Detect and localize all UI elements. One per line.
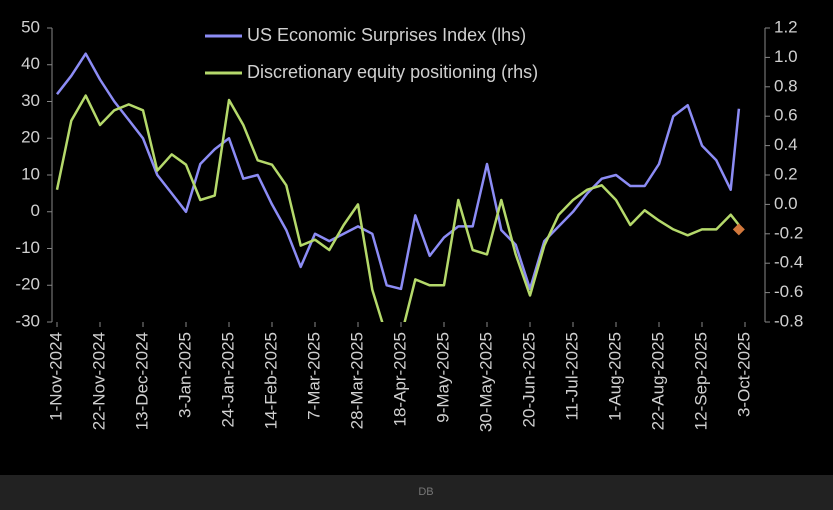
x-tick-label: 1-Aug-2025: [605, 332, 624, 421]
y-tick-label: 50: [21, 17, 40, 36]
y2-tick-label: 0.8: [774, 76, 798, 95]
y2-tick-label: 1.2: [774, 17, 798, 36]
x-tick-label: 13-Dec-2024: [132, 332, 151, 430]
x-tick-label: 12-Sep-2025: [691, 332, 710, 430]
y2-tick-label: 0.2: [774, 164, 798, 183]
latest-marker: [732, 223, 745, 236]
x-tick-label: 1-Nov-2024: [46, 332, 65, 421]
y2-tick-label: -0.6: [774, 282, 803, 301]
y-tick-label: -10: [15, 238, 40, 257]
y2-tick-label: 0.4: [774, 135, 798, 154]
y-tick-label: -20: [15, 275, 40, 294]
y2-tick-label: 0.0: [774, 194, 798, 213]
x-tick-label: 22-Aug-2025: [648, 332, 667, 430]
x-tick-label: 14-Feb-2025: [261, 332, 280, 429]
x-tick-label: 22-Nov-2024: [89, 332, 108, 430]
x-tick-label: 7-Mar-2025: [304, 332, 323, 420]
x-tick-label: 18-Apr-2025: [390, 332, 409, 427]
series-line: [55, 94, 740, 322]
footer: [0, 475, 833, 510]
x-tick-label: 24-Jan-2025: [218, 332, 237, 427]
y-tick-label: 20: [21, 128, 40, 147]
x-tick-label: 3-Oct-2025: [734, 332, 753, 417]
y2-tick-label: -0.4: [774, 253, 803, 272]
legend-label: US Economic Surprises Index (lhs): [247, 25, 526, 45]
source: DB: [418, 486, 433, 498]
y-tick-label: -30: [15, 311, 40, 330]
y-tick-label: 30: [21, 91, 40, 110]
y-tick-label: 0: [31, 201, 40, 220]
y-tick-label: 10: [21, 164, 40, 183]
x-tick-label: 30-May-2025: [476, 332, 495, 432]
x-tick-label: 3-Jan-2025: [175, 332, 194, 418]
plot-area: [55, 52, 741, 322]
legend-label: Discretionary equity positioning (rhs): [247, 62, 538, 82]
background: [0, 0, 833, 475]
x-tick-label: 20-Jun-2025: [519, 332, 538, 427]
y2-tick-label: 0.6: [774, 106, 798, 125]
x-tick-label: 11-Jul-2025: [562, 332, 581, 421]
y2-tick-label: -0.2: [774, 223, 803, 242]
x-tick-label: 28-Mar-2025: [347, 332, 366, 429]
y-tick-label: 40: [21, 54, 40, 73]
series-line: [56, 52, 741, 291]
y2-tick-label: -0.8: [774, 311, 803, 330]
x-tick-label: 9-May-2025: [433, 332, 452, 423]
y2-tick-label: 1.0: [774, 47, 798, 66]
